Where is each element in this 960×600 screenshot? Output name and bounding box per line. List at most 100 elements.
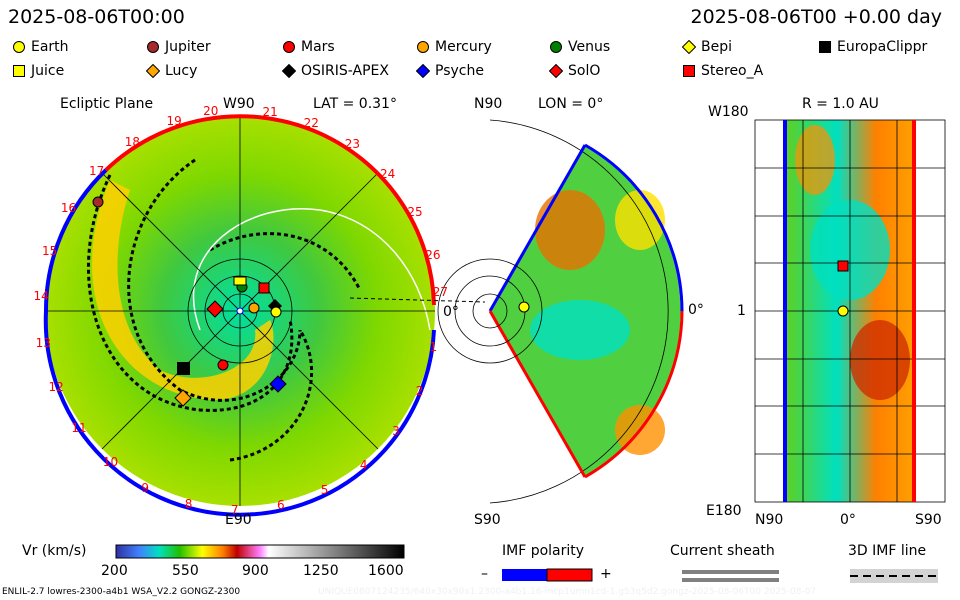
legend-item-venus: Venus [549, 39, 610, 55]
colorbar-label: Vr (km/s) [22, 543, 87, 559]
carrington-tick: 11 [71, 420, 87, 435]
legend-item-stereo-a: Stereo_A [682, 63, 763, 79]
ecliptic-title: Ecliptic Plane [60, 96, 154, 112]
imf-negative-swatch [502, 569, 547, 581]
diamond-marker-icon [146, 64, 160, 78]
carrington-tick: 14 [33, 289, 49, 304]
colorbar-tick: 200 [101, 563, 128, 579]
imf-positive-swatch [546, 568, 593, 582]
meridional-plot [437, 119, 684, 504]
colorbar-tick: 1600 [368, 563, 404, 579]
legend-item-europaclippr: EuropaClippr [818, 39, 927, 55]
carrington-tick: 19 [166, 114, 182, 129]
radial-x-left: N90 [755, 512, 784, 528]
date-right: 2025-08-06T00 +0.00 day [690, 6, 942, 28]
longitude-label: LON = 0° [538, 96, 604, 112]
radial-bottom-label: E180 [706, 503, 742, 519]
diamond-marker-icon [682, 40, 696, 54]
diamond-marker-icon [549, 64, 563, 78]
legend-label: Lucy [165, 63, 198, 79]
footer-run-id: UNIQUE0807124235/640x30x90x1.2300-a4b1.1… [318, 587, 817, 597]
circle-marker-icon [13, 41, 25, 53]
velocity-colorbar [115, 544, 405, 559]
colorbar-tick: 1250 [303, 563, 339, 579]
ecliptic-right-label: 0° [443, 304, 459, 320]
carrington-tick: 21 [262, 104, 278, 119]
legend-label: SolO [568, 63, 601, 79]
carrington-tick: 22 [303, 115, 319, 130]
carrington-tick: 27 [432, 284, 449, 299]
date-left: 2025-08-06T00:00 [8, 6, 185, 28]
ecliptic-bottom-label: E90 [225, 512, 252, 528]
colorbar-tick: 550 [172, 563, 199, 579]
circle-marker-icon [550, 41, 562, 53]
radial-top-label: W180 [708, 104, 749, 120]
legend-label: Earth [31, 39, 69, 55]
ecliptic-plane-plot [43, 114, 486, 517]
radial-x-mid: 0° [840, 512, 856, 528]
legend-item-bepi: Bepi [682, 39, 732, 55]
carrington-tick: 9 [141, 480, 149, 495]
legend-label: Psyche [435, 63, 484, 79]
legend-item-mars: Mars [282, 39, 335, 55]
carrington-tick: 26 [425, 247, 441, 262]
diamond-marker-icon [416, 64, 430, 78]
latitude-label: LAT = 0.31° [313, 96, 397, 112]
radial-mid-label: 1 [737, 303, 746, 319]
carrington-tick: 4 [359, 457, 368, 472]
legend-item-solo: SolO [549, 63, 600, 79]
carrington-tick: 15 [42, 243, 58, 258]
current-sheath-label: Current sheath [670, 543, 775, 559]
radial-x-right: S90 [915, 512, 942, 528]
legend-item-psyche: Psyche [416, 63, 484, 79]
circle-marker-icon [147, 41, 159, 53]
imf-plus: + [600, 566, 612, 582]
carrington-tick: 10 [102, 454, 119, 469]
footer-model: ENLIL-2.7 lowres-2300-a4b1 WSA_V2.2 GONG… [2, 587, 241, 597]
square-marker-icon [683, 65, 695, 77]
carrington-tick: 5 [320, 482, 329, 497]
legend-label: OSIRIS-APEX [301, 63, 389, 79]
legend-label: Juice [31, 63, 65, 79]
square-marker-icon [819, 41, 831, 53]
radius-label: R = 1.0 AU [802, 96, 879, 112]
legend-label: Mercury [435, 39, 492, 55]
carrington-tick: 7 [230, 502, 239, 517]
meridional-right-label: 0° [688, 302, 704, 318]
legend-label: Mars [301, 39, 335, 55]
carrington-tick: 6 [277, 498, 285, 513]
meridional-top-label: N90 [474, 96, 503, 112]
carrington-tick: 24 [380, 167, 396, 182]
carrington-tick: 12 [48, 380, 64, 395]
legend-item-jupiter: Jupiter [146, 39, 211, 55]
legend-label: Venus [568, 39, 611, 55]
imf-polarity-label: IMF polarity [502, 543, 585, 559]
fast-stream [92, 180, 274, 400]
imf-line-label: 3D IMF line [848, 543, 927, 559]
ecliptic-top-label: W90 [223, 96, 255, 112]
legend-label: Bepi [701, 39, 732, 55]
carrington-tick: 20 [203, 104, 219, 119]
circle-marker-icon [417, 41, 429, 53]
square-marker-icon [13, 65, 25, 77]
legend-label: EuropaClippr [837, 39, 928, 55]
carrington-tick: 1 [429, 339, 438, 354]
carrington-tick: 16 [60, 201, 77, 216]
current-sheath-swatch [682, 570, 779, 574]
circle-marker-icon [283, 41, 295, 53]
radial-surface-plot [754, 119, 946, 503]
carrington-tick: 17 [88, 164, 105, 179]
carrington-tick: 13 [35, 335, 51, 350]
carrington-tick: 18 [124, 134, 141, 149]
legend-item-osiris-apex: OSIRIS-APEX [282, 63, 389, 79]
legend-item-earth: Earth [12, 39, 69, 55]
legend-item-mercury: Mercury [416, 39, 492, 55]
carrington-tick: 3 [392, 424, 400, 439]
carrington-tick: 23 [344, 137, 361, 152]
colorbar-tick: 900 [242, 563, 269, 579]
meridional-bottom-label: S90 [474, 512, 501, 528]
legend-item-lucy: Lucy [146, 63, 197, 79]
diamond-marker-icon [282, 64, 296, 78]
